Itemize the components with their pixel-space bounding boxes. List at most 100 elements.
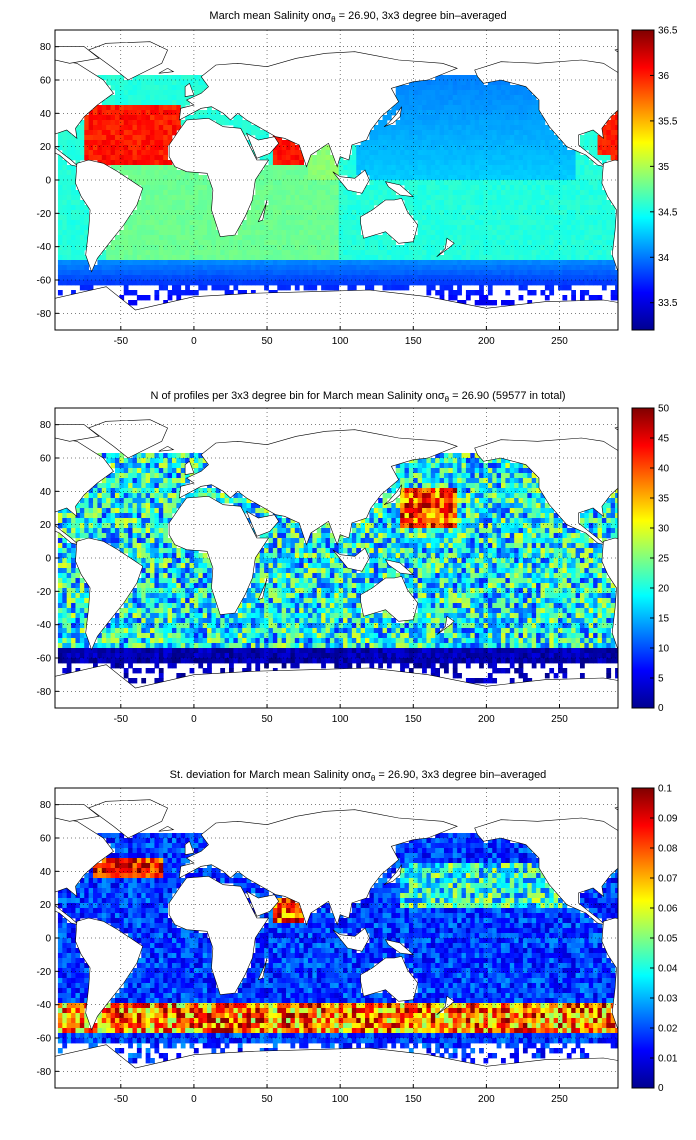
heatmap-cell bbox=[290, 240, 296, 246]
heatmap-cell bbox=[558, 145, 563, 151]
heatmap-cell bbox=[487, 270, 493, 276]
heatmap-cell bbox=[198, 270, 204, 276]
heatmap-cell bbox=[338, 180, 344, 186]
heatmap-cell bbox=[189, 453, 195, 459]
heatmap-cell bbox=[325, 170, 331, 176]
heatmap-cell bbox=[522, 190, 528, 196]
heatmap-cell bbox=[610, 220, 616, 226]
heatmap-cell bbox=[360, 205, 366, 211]
heatmap-cell bbox=[386, 275, 392, 281]
heatmap-cell bbox=[496, 130, 502, 136]
heatmap-cell bbox=[66, 205, 72, 211]
heatmap-cell bbox=[163, 165, 168, 171]
heatmap-cell bbox=[57, 220, 63, 226]
heatmap-cell bbox=[75, 245, 81, 251]
heatmap-cell bbox=[101, 260, 107, 266]
heatmap-cell bbox=[176, 115, 182, 121]
heatmap-cell bbox=[215, 230, 221, 236]
heatmap-cell bbox=[93, 155, 98, 161]
heatmap-cell bbox=[505, 518, 511, 524]
heatmap-cell bbox=[88, 503, 94, 509]
heatmap-cell bbox=[479, 255, 484, 261]
heatmap-cell bbox=[299, 255, 304, 261]
heatmap-cell bbox=[430, 225, 436, 231]
heatmap-cell bbox=[505, 503, 511, 509]
heatmap-cell bbox=[88, 513, 94, 519]
heatmap-cell bbox=[272, 260, 278, 266]
heatmap-cell bbox=[492, 255, 498, 261]
heatmap-cell bbox=[531, 255, 537, 261]
heatmap-cell bbox=[180, 280, 186, 286]
heatmap-cell bbox=[452, 185, 458, 191]
heatmap-cell bbox=[365, 255, 370, 261]
heatmap-cell bbox=[566, 215, 572, 221]
heatmap-cell bbox=[93, 488, 98, 494]
heatmap-cell bbox=[496, 220, 502, 226]
heatmap-cell bbox=[145, 130, 151, 136]
heatmap-cell bbox=[246, 265, 252, 271]
heatmap-cell bbox=[189, 280, 195, 286]
heatmap-cell bbox=[452, 100, 458, 106]
heatmap-cell bbox=[316, 205, 322, 211]
heatmap-cell bbox=[167, 493, 173, 499]
heatmap-cell bbox=[435, 155, 440, 161]
heatmap-cell bbox=[277, 140, 283, 146]
heatmap-cell bbox=[62, 185, 68, 191]
heatmap-cell bbox=[404, 155, 410, 161]
heatmap-cell bbox=[119, 255, 125, 261]
heatmap-cell bbox=[233, 120, 239, 126]
heatmap-cell bbox=[193, 220, 199, 226]
heatmap-cell bbox=[400, 498, 405, 504]
heatmap-cell bbox=[97, 130, 103, 136]
heatmap-cell bbox=[132, 488, 138, 494]
heatmap-cell bbox=[448, 225, 454, 231]
heatmap-cell bbox=[483, 503, 489, 509]
heatmap-cell bbox=[141, 225, 147, 231]
heatmap-cell bbox=[343, 210, 348, 216]
heatmap-cell bbox=[141, 473, 147, 479]
heatmap-cell bbox=[128, 160, 133, 166]
heatmap-cell bbox=[413, 240, 419, 246]
heatmap-cell bbox=[435, 463, 440, 469]
heatmap-cell bbox=[457, 498, 462, 504]
heatmap-cell bbox=[93, 110, 98, 116]
heatmap-cell bbox=[79, 130, 85, 136]
heatmap-cell bbox=[487, 265, 493, 271]
heatmap-cell bbox=[316, 265, 322, 271]
heatmap-cell bbox=[299, 215, 304, 221]
heatmap-cell bbox=[562, 245, 568, 251]
heatmap-cell bbox=[163, 210, 168, 216]
heatmap-cell bbox=[338, 270, 344, 276]
heatmap-cell bbox=[158, 185, 164, 191]
heatmap-cell bbox=[141, 190, 147, 196]
heatmap-cell bbox=[501, 115, 506, 121]
heatmap-cell bbox=[430, 145, 436, 151]
heatmap-cell bbox=[62, 280, 68, 286]
heatmap-cell bbox=[443, 458, 449, 464]
heatmap-cell bbox=[439, 85, 445, 91]
heatmap-cell bbox=[123, 80, 129, 86]
heatmap-cell bbox=[229, 120, 234, 126]
heatmap-cell bbox=[141, 155, 147, 161]
heatmap-cell bbox=[558, 185, 563, 191]
heatmap-cell bbox=[93, 270, 98, 276]
heatmap-cell bbox=[321, 245, 326, 251]
heatmap-cell bbox=[338, 215, 344, 221]
heatmap-cell bbox=[207, 190, 212, 196]
heatmap-cell bbox=[571, 265, 576, 271]
heatmap-cell bbox=[610, 498, 616, 504]
heatmap-cell bbox=[386, 260, 392, 266]
heatmap-cell bbox=[66, 175, 72, 181]
heatmap-cell bbox=[461, 260, 467, 266]
heatmap-cell bbox=[281, 250, 287, 256]
heatmap-cell bbox=[430, 493, 436, 499]
heatmap-cell bbox=[369, 130, 375, 136]
heatmap-cell bbox=[579, 190, 585, 196]
heatmap-cell bbox=[487, 200, 493, 206]
heatmap-cell bbox=[465, 255, 471, 261]
heatmap-cell bbox=[492, 210, 498, 216]
heatmap-cell bbox=[461, 235, 467, 241]
heatmap-cell bbox=[378, 130, 383, 136]
heatmap-cell bbox=[505, 483, 511, 489]
heatmap-cell bbox=[110, 523, 116, 529]
